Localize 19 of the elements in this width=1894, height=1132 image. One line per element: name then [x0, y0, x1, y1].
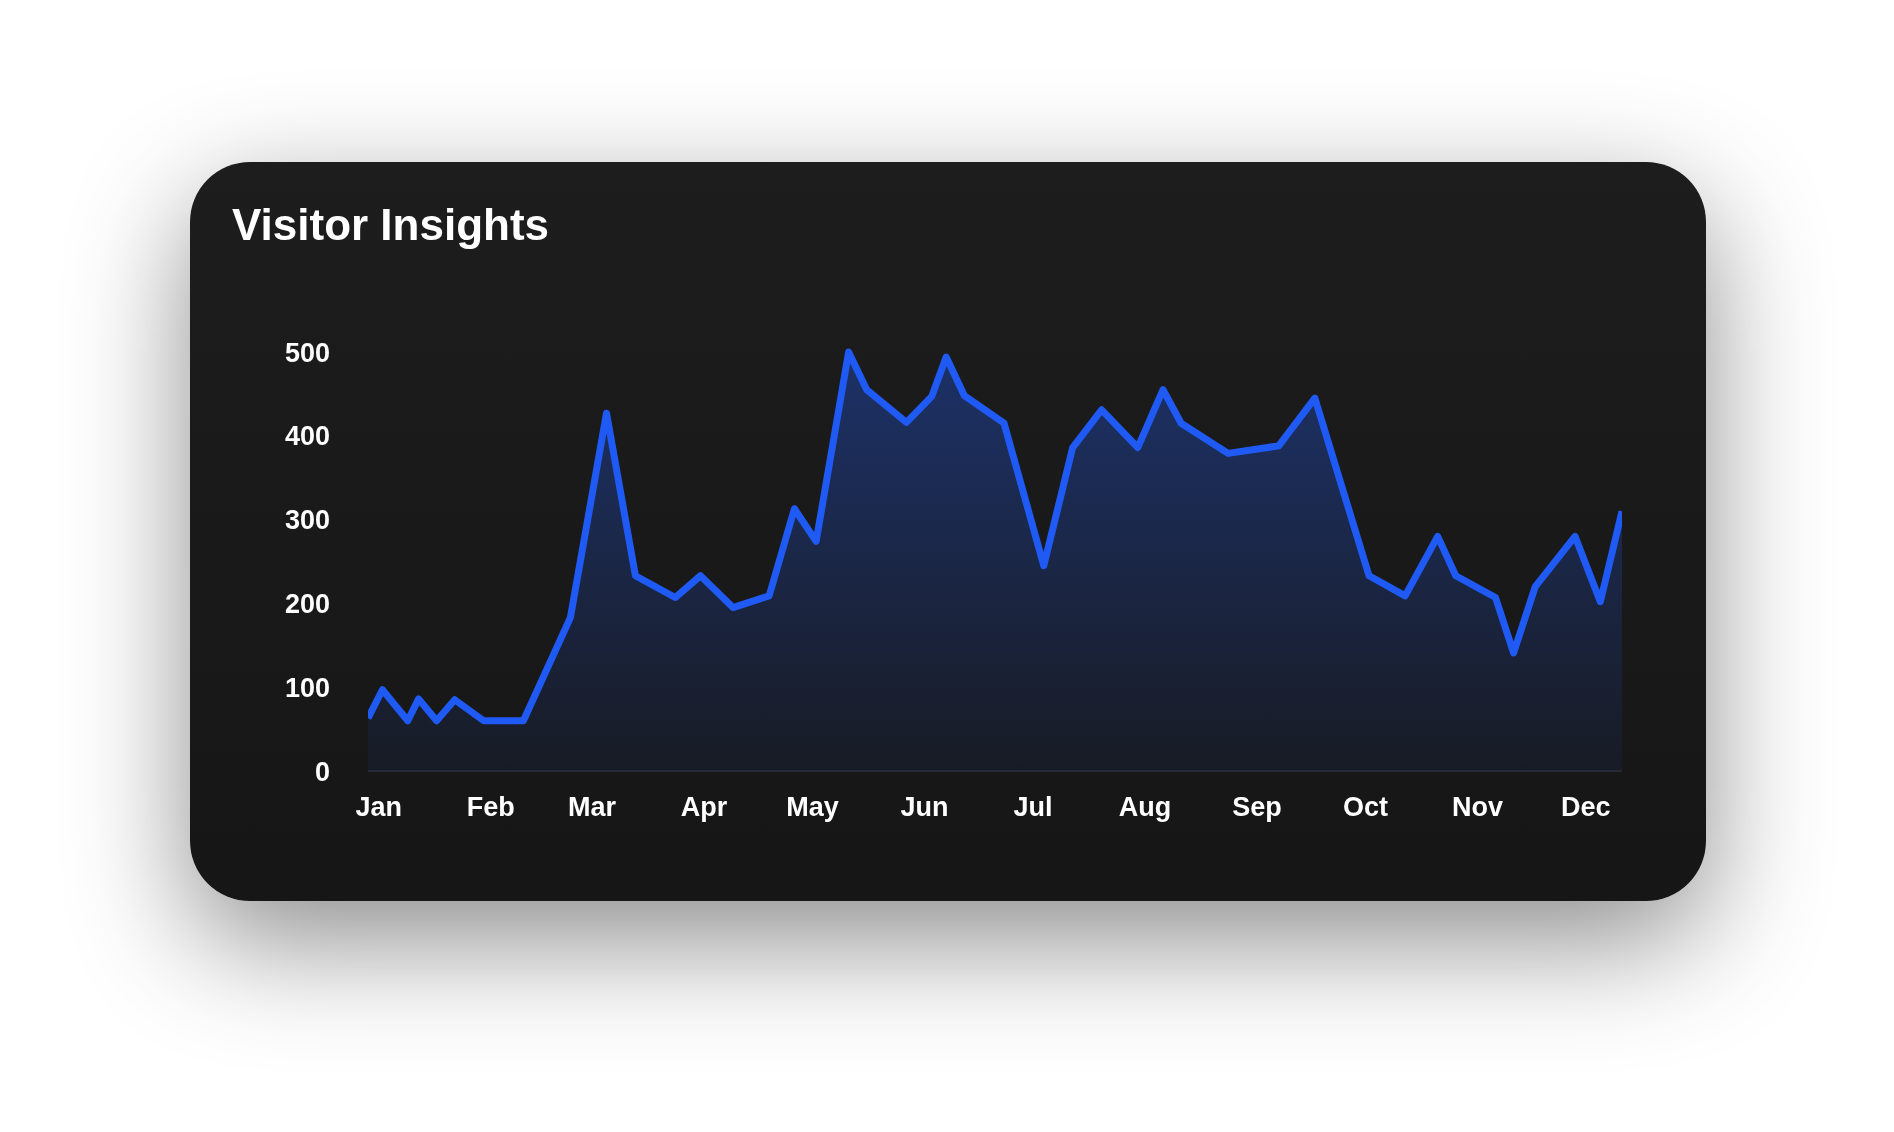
x-tick-label: Aug [1118, 792, 1172, 823]
x-tick-label: Nov [1451, 792, 1503, 823]
y-tick-label: 0 [314, 756, 330, 787]
x-tick-label: Sep [1232, 792, 1282, 823]
y-tick-label: 100 [284, 672, 330, 703]
x-tick-label: Jan [355, 792, 403, 823]
x-tick-label: Jul [1013, 792, 1053, 823]
x-tick-label: Mar [568, 792, 617, 823]
x-tick-label: Feb [466, 792, 515, 823]
x-tick-label: Jun [900, 792, 949, 823]
x-tick-label: Oct [1342, 792, 1388, 823]
y-tick-label: 400 [284, 421, 330, 452]
chart-title: Visitor Insights [232, 200, 550, 250]
x-tick-label: May [786, 792, 839, 823]
y-tick-label: 200 [284, 588, 330, 619]
y-tick-label: 300 [284, 505, 330, 536]
y-tick-label: 500 [284, 337, 330, 368]
x-tick-label: Dec [1561, 792, 1611, 823]
x-tick-label: Apr [680, 792, 728, 823]
